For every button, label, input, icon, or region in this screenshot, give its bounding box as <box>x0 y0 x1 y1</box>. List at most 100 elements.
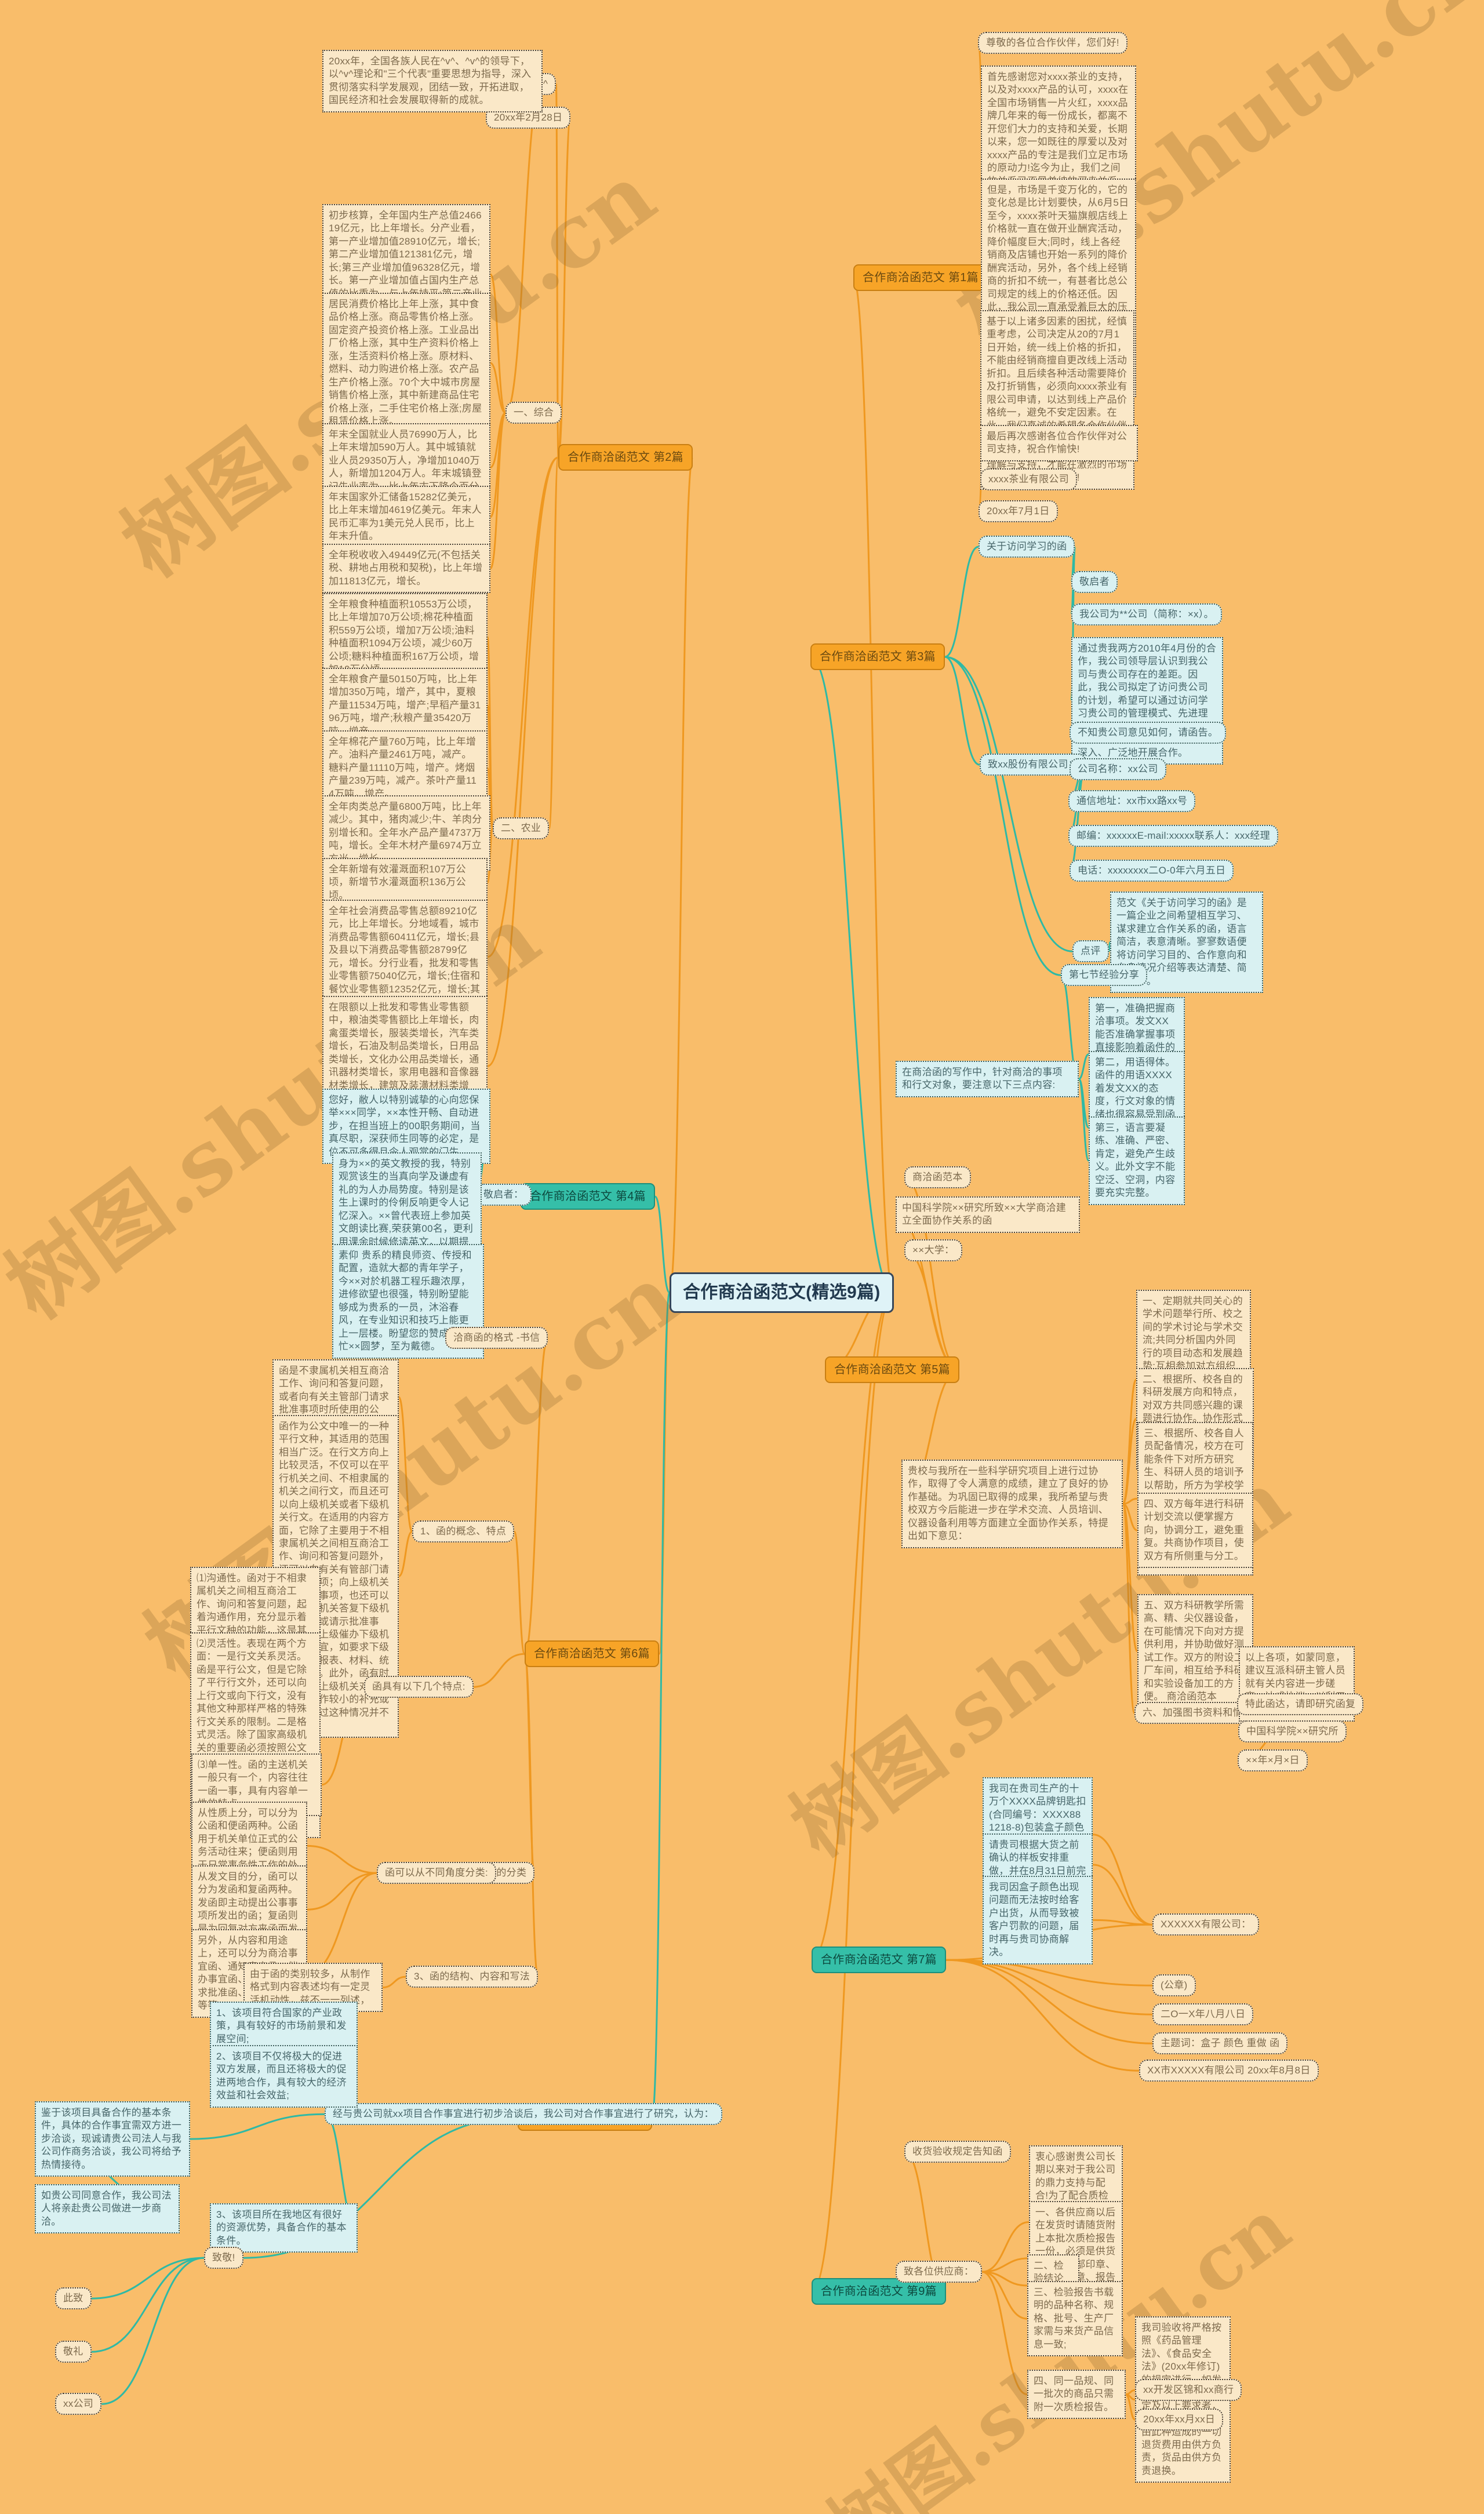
edge-b3-hx_jingyan <box>944 656 1061 976</box>
p9-signature[interactable]: xx开发区锦和xx商行 <box>1135 2379 1242 2402</box>
p8-point-2[interactable]: 2、该项目不仅将极大的促进双方发展，而且还将极大的促进两地合作，具有较大的经济效… <box>210 2045 358 2108</box>
p2-section-agriculture[interactable]: 二、农业 <box>493 817 550 840</box>
p3-letter-title[interactable]: 关于访问学习的函 <box>979 536 1075 558</box>
p1-date[interactable]: 20xx年7月1日 <box>979 500 1058 523</box>
p3-review-label[interactable]: 点评 <box>1072 940 1109 963</box>
edge-bx_guixiao-bx_w4 <box>1122 1502 1138 1531</box>
p2-para-price[interactable]: 居民消费价格比上年上涨，其中食品价格上涨。商品零售价格上涨。固定资产投资价格上涨… <box>322 293 490 434</box>
p3-para-visit[interactable]: 通过贵我两方2010年4月份的合作，我公司领导层认识到我公司与贵公司存在的差距。… <box>1071 637 1223 765</box>
p6-class-angle[interactable]: 函可以从不同角度分类: <box>377 1862 497 1884</box>
p9-date[interactable]: 20xx年xx月xx日 <box>1135 2409 1224 2431</box>
branch-label-5[interactable]: 合作商洽函范文 第5篇 <box>825 1356 959 1384</box>
p3-postcode[interactable]: 邮编：xxxxxxE-mail:xxxxx联系人：xxx经理 <box>1068 825 1278 847</box>
edge-bx_sandian-bx_d1 <box>1078 1053 1089 1080</box>
edge-c0-b8 <box>651 1291 671 2119</box>
edge-b2-hx_guojia <box>555 83 559 459</box>
p7-para-3[interactable]: 我司因盒子颜色出现问题而无法按时给客户出货，从而导致被客户罚款的问题，届时再与贵… <box>983 1876 1093 1964</box>
p3-company-name[interactable]: 公司名称：xx公司 <box>1070 758 1166 781</box>
edge-b6-hx_tedian <box>473 1653 525 1688</box>
edge-hx_7d-box7a <box>1092 1833 1153 1926</box>
p5-item-5[interactable]: 五、双方科研教学所需高、精、尖仪器设备，在可能情况下向对方提供利用，并协助做好测… <box>1137 1594 1253 1709</box>
p3-salutation[interactable]: 敬启者 <box>1071 571 1118 594</box>
p1-signature[interactable]: xxxx茶业有限公司 <box>980 468 1077 491</box>
p1-thanks[interactable]: 最后再次感谢各位合作伙伴对公司支持，祝合作愉快! <box>980 425 1138 461</box>
p1-greeting[interactable]: 尊敬的各位合作伙伴，您们好! <box>978 32 1127 54</box>
p5-salutation[interactable]: ××大学： <box>904 1239 963 1262</box>
p9-req-3[interactable]: 三、检验报告书载明的品种名称、规格、批号、生产厂家需与来货产品信息一致; <box>1027 2281 1123 2357</box>
p8-point-3[interactable]: 3、该项目所在我地区有很好的资源优势，具备合作的基本条件。 <box>210 2203 358 2253</box>
p7-addressee[interactable]: XXXXXX有限公司： <box>1152 1913 1260 1936</box>
p5-sample-label[interactable]: 商洽函范本 <box>904 1166 971 1189</box>
branch-label-7[interactable]: 合作商洽函范文 第7篇 <box>812 1947 946 1974</box>
p6-concept-label[interactable]: 1、函的概念、特点 <box>412 1520 515 1543</box>
p3-intro[interactable]: 我公司为**公司（简称：×x）。 <box>1071 603 1222 626</box>
edge-b6-hx_jiegou <box>523 1653 539 1978</box>
edge-hx_zonghe-b2b <box>489 273 507 414</box>
p2-para-planting[interactable]: 全年粮食种植面积10553万公顷，比上年增加70万公顷;棉花种植面积559万公顷… <box>322 593 488 682</box>
p5-date[interactable]: ××年×月×日 <box>1238 1749 1308 1772</box>
p3-point-3[interactable]: 第三，语言要凝练、准确、严密、肯定，避免产生歧义。此外文字不能空泛、空洞，内容要… <box>1089 1116 1185 1205</box>
p2-para-reserve[interactable]: 年末国家外汇储备15282亿美元，比上年末增加4619亿美元。年末人民币汇率为1… <box>322 486 490 548</box>
edge-b3-hx_zhi_xx <box>944 656 980 766</box>
p2-section-general[interactable]: 一、综合 <box>505 402 562 424</box>
p9-req-4[interactable]: 四、同一品规、同一批次的商品只需附一次质检报告。 <box>1027 2370 1126 2420</box>
p4-para-3[interactable]: 素仰 贵系的精良师资、传授和配置，造就大都的青年学子，今××对於机器工程乐趣浓厚… <box>332 1244 484 1359</box>
p8-salute[interactable]: 致敬! <box>204 2247 243 2269</box>
p7-seal[interactable]: (公章) <box>1152 1974 1196 1997</box>
p3-addressee[interactable]: 致xx股份有限公司： <box>980 754 1086 776</box>
p9-letter-title[interactable]: 收货验收规定告知函 <box>904 2141 1011 2163</box>
edge-c0-b7 <box>811 1291 894 1961</box>
p2-para-tax[interactable]: 全年税收收入49449亿元(不包括关税、耕地占用税和契税)，比上年增加11813… <box>322 544 490 594</box>
p5-item-4[interactable]: 四、双方每年进行科研计划交流以便掌握方向，协调分工，避免重复。共商协作项目，使双… <box>1137 1493 1253 1569</box>
edge-hx_8a-box8e <box>190 2113 325 2140</box>
branch-label-2[interactable]: 合作商洽函范文 第2篇 <box>558 444 693 471</box>
edge-b2-b2m <box>487 456 559 1067</box>
edge-bx_guixiao-bx_w2 <box>1122 1418 1137 1505</box>
p6-structure-label[interactable]: 3、函的结构、内容和写法 <box>406 1966 539 1988</box>
p8-para-visit[interactable]: 如贵公司同意合作，我公司法人将亲赴贵公司做进一步商洽。 <box>35 2184 180 2234</box>
edge-bx_guixiao-hx_w6 <box>1122 1502 1136 1714</box>
p3-phone[interactable]: 电话：xxxxxxxx二O-0年六月五日 <box>1070 860 1234 882</box>
central-topic[interactable]: 合作商洽函范文(精选9篇) <box>670 1272 894 1313</box>
edge-b2-b2l <box>487 456 559 958</box>
p2-para-overview[interactable]: 20xx年，全国各族人民在^v^、^v^的领导下，以^v^理论和"三个代表"重要… <box>322 50 543 112</box>
p2-para-cotton[interactable]: 全年棉花产量760万吨，比上年增产。油料产量2461万吨，减产。糖料产量1111… <box>322 730 488 806</box>
p2-para-irrigation[interactable]: 全年新增有效灌溉面积107万公顷，新增节水灌溉面积136万公顷。 <box>322 858 488 908</box>
edge-hx_9a-box9b <box>981 2221 1030 2273</box>
p8-intro[interactable]: 经与贵公司就xx项目合作事宜进行初步洽谈后，我公司对合作事宜进行了研究，认为： <box>325 2103 722 2126</box>
p1-para-3[interactable]: 基于以上诸多因素的困扰，经慎重考虑，公司决定从20的7月1日开始，统一线上价格的… <box>980 310 1134 490</box>
p5-letter-title[interactable]: 中国科学院××研究所致××大学商洽建立全面协作关系的函 <box>896 1196 1080 1233</box>
p6-features-label[interactable]: 函具有以下几个特点: <box>364 1676 474 1698</box>
edge-b7-hx_7g <box>945 1959 1153 2044</box>
branch-label-1[interactable]: 合作商洽函范文 第1篇 <box>853 264 988 292</box>
p8-company[interactable]: xx公司 <box>55 2393 102 2415</box>
p3-address[interactable]: 通信地址：xx市xx路xx号 <box>1068 790 1196 813</box>
p3-ask-reply[interactable]: 不知贵公司意见如何，请函告。 <box>1070 722 1227 744</box>
edge-hx_zonghe-b2a <box>505 80 543 414</box>
p3-three-points[interactable]: 在商洽函的写作中，针对商洽的事项和行文对象，要注意以下三点内容: <box>896 1061 1079 1097</box>
edge-b7-hx_7f <box>945 1959 1153 2015</box>
edge-box9f-hx_9h <box>1125 2389 1136 2396</box>
p5-intro[interactable]: 贵校与我所在一些科学研究项目上进行过协作，取得了令人满意的成绩，建立了良好的协作… <box>901 1460 1123 1548</box>
p9-addressee[interactable]: 致各位供应商： <box>896 2261 983 2283</box>
p8-closing-1[interactable]: 此致 <box>55 2287 92 2310</box>
p8-closing-2[interactable]: 敬礼 <box>55 2341 92 2363</box>
p8-para-invite[interactable]: 鉴于该项目具备合作的基本条件，具体的合作事宜需双方进一步洽谈，现诚请贵公司法人与… <box>35 2101 190 2177</box>
p8-point-1[interactable]: 1、该项目符合国家的产业政策，具有较好的市场前景和发展空间; <box>210 2002 358 2051</box>
p6-format-label[interactable]: 洽商函的格式 -书信 <box>445 1327 548 1349</box>
p3-experience-label[interactable]: 第七节经验分享 <box>1061 964 1148 987</box>
edge-hx_dianping-bx_fanwen <box>1108 941 1111 952</box>
edge-hx_zonghe-b2f <box>489 412 507 570</box>
p5-reply[interactable]: 特此函达，请即研究函复 <box>1237 1693 1364 1716</box>
edge-box9f-hx_9i <box>1125 2393 1136 2421</box>
p4-salutation[interactable]: 敬启者： <box>475 1184 532 1206</box>
p5-signature[interactable]: 中国科学院××研究所 <box>1238 1720 1347 1743</box>
p7-subject[interactable]: 主题词：盒子 颜色 重做 函 <box>1152 2032 1288 2055</box>
branch-label-6[interactable]: 合作商洽函范文 第6篇 <box>525 1640 659 1668</box>
p7-date[interactable]: 二O一X年八月八日 <box>1152 2003 1254 2026</box>
p7-signature[interactable]: XX市XXXXX有限公司 20xx年8月8日 <box>1139 2060 1319 2082</box>
edge-hx_gainian-box6b <box>398 1530 413 1577</box>
branch-label-3[interactable]: 合作商洽函范文 第3篇 <box>810 643 945 671</box>
branch-label-4[interactable]: 合作商洽函范文 第4篇 <box>521 1183 655 1210</box>
